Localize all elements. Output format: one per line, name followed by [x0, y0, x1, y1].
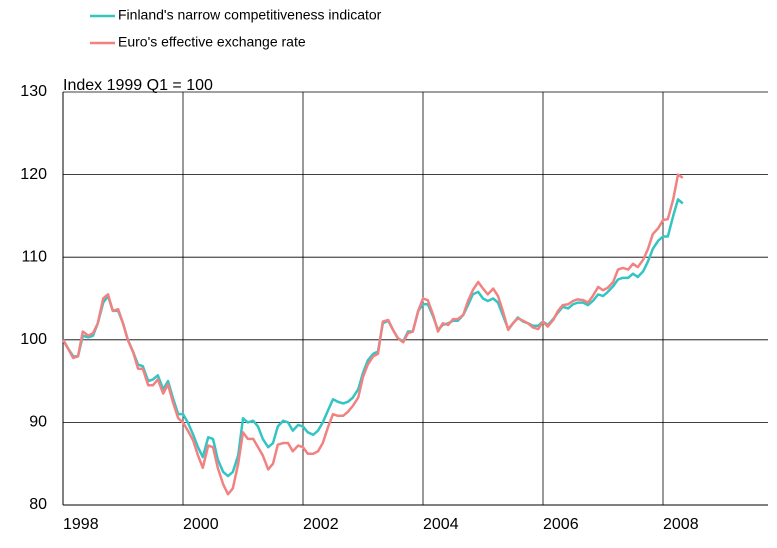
y-tick-label: 90: [29, 414, 47, 431]
x-tick-label: 2006: [543, 516, 579, 533]
y-tick-label: 80: [29, 496, 47, 513]
x-tick-label: 2004: [423, 516, 459, 533]
x-tick-label: 2002: [303, 516, 339, 533]
annotation: Index 1999 Q1 = 100: [63, 77, 213, 94]
y-tick-label: 110: [21, 248, 47, 265]
x-tick-label: 2000: [183, 516, 219, 533]
series-line: [61, 173, 684, 496]
y-tick-label: 120: [20, 166, 47, 183]
y-tick-label: 130: [20, 83, 47, 100]
x-tick-label: 2008: [663, 516, 699, 533]
legend-label: Finland's narrow competitiveness indicat…: [118, 7, 382, 23]
legend-label: Euro's effective exchange rate: [118, 34, 306, 50]
x-tick-label: 1998: [63, 516, 99, 533]
y-tick-label: 100: [20, 331, 47, 348]
series-line: [61, 198, 684, 478]
